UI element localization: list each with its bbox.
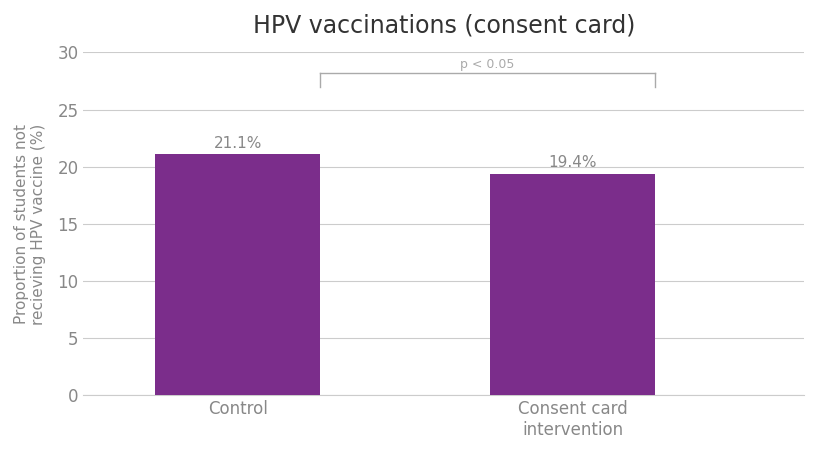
Text: p < 0.05: p < 0.05 bbox=[461, 58, 515, 71]
Y-axis label: Proportion of students not
recieving HPV vaccine (%): Proportion of students not recieving HPV… bbox=[14, 123, 47, 324]
Text: 21.1%: 21.1% bbox=[213, 136, 262, 151]
Text: 19.4%: 19.4% bbox=[548, 155, 596, 170]
Bar bbox=[490, 173, 655, 395]
Title: HPV vaccinations (consent card): HPV vaccinations (consent card) bbox=[253, 14, 635, 38]
Bar bbox=[155, 154, 320, 395]
